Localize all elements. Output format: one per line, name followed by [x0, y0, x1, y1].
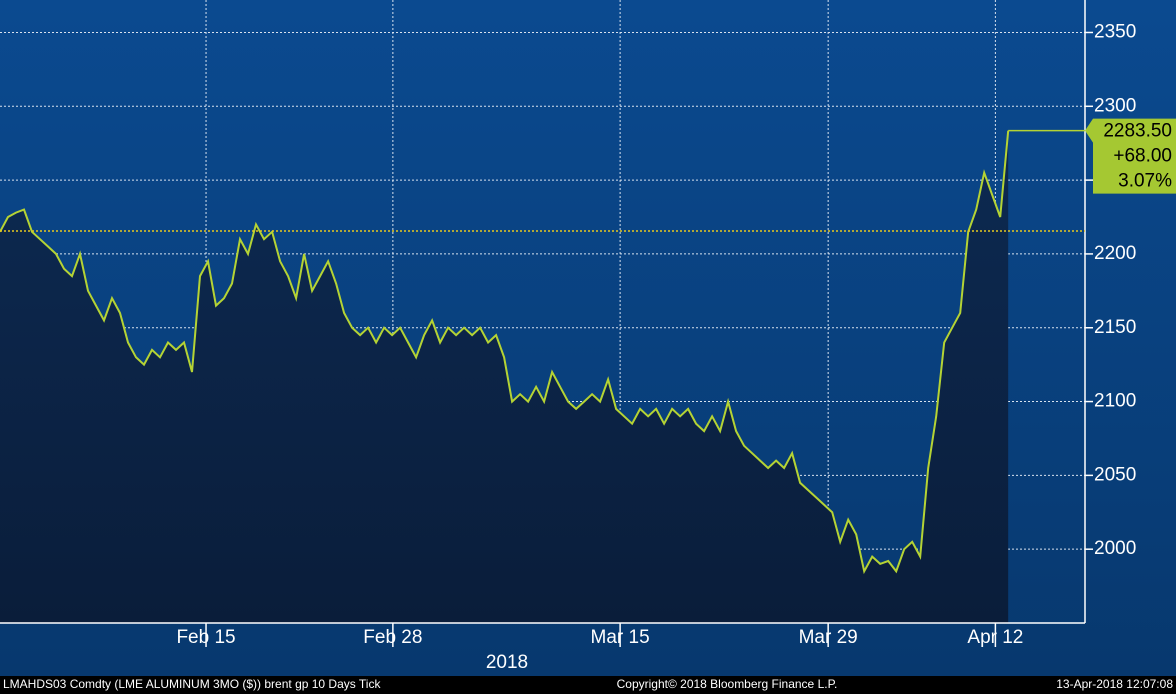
last-price-label: 2283.50 — [1103, 121, 1172, 142]
year-label: 2018 — [486, 652, 528, 673]
y-tick-label: 2350 — [1094, 21, 1136, 42]
footer-bar — [0, 676, 1176, 694]
y-tick-label: 2050 — [1094, 464, 1136, 485]
y-tick-label: 2300 — [1094, 95, 1136, 116]
y-tick-label: 2000 — [1094, 538, 1136, 559]
y-tick-label: 2200 — [1094, 243, 1136, 264]
x-tick-label: Apr 12 — [967, 627, 1023, 648]
change-label: +68.00 — [1113, 146, 1172, 167]
x-tick-label: Feb 28 — [363, 627, 422, 648]
last-price-box — [1085, 118, 1176, 194]
y-tick-label: 2100 — [1094, 391, 1136, 412]
x-tick-label: Mar 15 — [591, 627, 650, 648]
change-pct-label: 3.07% — [1118, 171, 1172, 192]
x-tick-label: Mar 29 — [799, 627, 858, 648]
area — [0, 130, 1009, 623]
price-line — [0, 130, 1010, 575]
x-tick-label: Feb 15 — [176, 627, 235, 648]
y-tick-label: 2150 — [1094, 317, 1136, 338]
footer-center: Copyright© 2018 Bloomberg Finance L.P. — [617, 677, 838, 691]
footer-right: 13-Apr-2018 12:07:08 — [1056, 677, 1173, 691]
footer-left: LMAHDS03 Comdty (LME ALUMINUM 3MO ($)) b… — [3, 677, 381, 691]
